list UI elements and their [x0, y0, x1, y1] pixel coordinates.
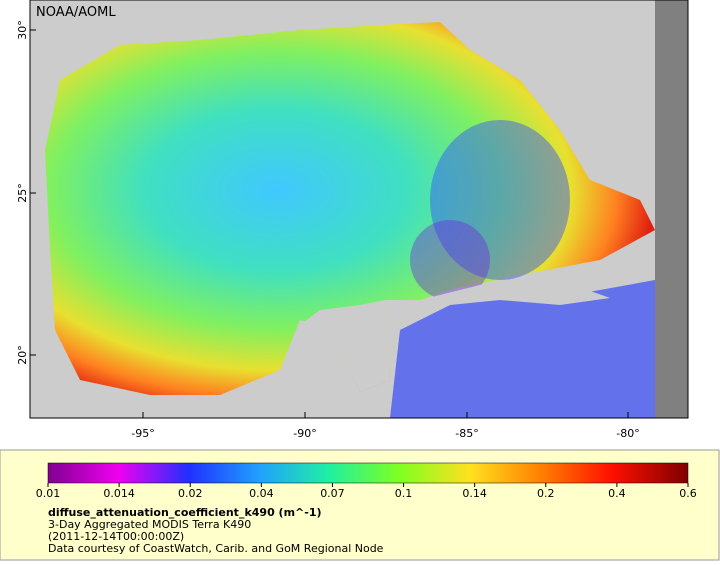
yucatan [300, 300, 390, 392]
lon-label: -85° [455, 427, 478, 440]
legend-variable: diffuse_attenuation_coefficient_k490 (m^… [48, 506, 322, 519]
no-data [655, 0, 688, 418]
cuba [420, 280, 610, 306]
lon-label: -80° [616, 427, 639, 440]
colorbar-label: 0.07 [320, 487, 345, 500]
colorbar-ticks: 0.01 0.014 0.02 0.04 0.07 0.1 0.14 0.2 0.4 0.6 [36, 483, 697, 500]
deep-water [430, 120, 570, 280]
colorbar-label: 0.14 [462, 487, 487, 500]
colorbar-label: 0.04 [249, 487, 274, 500]
colorbar-label: 0.4 [608, 487, 626, 500]
colorbar-label: 0.2 [537, 487, 555, 500]
colorbar-label: 0.6 [679, 487, 697, 500]
watermark: NOAA/AOML [36, 5, 116, 20]
legend-dataset: 3-Day Aggregated MODIS Terra K490 [48, 518, 251, 531]
lat-label: 30° [16, 20, 29, 40]
frame [29, 0, 689, 419]
axes: 30° 25° 20° -95° -90° -85° -80° [16, 20, 640, 440]
lat-label: 25° [16, 183, 29, 203]
lon-label: -95° [131, 427, 154, 440]
gulf-water [45, 22, 655, 395]
colorbar-label: 0.1 [395, 487, 413, 500]
colorbar-label: 0.01 [36, 487, 61, 500]
map: NOAA/AOML [29, 0, 689, 419]
colorbar-label: 0.014 [103, 487, 135, 500]
colorbar [47, 462, 689, 484]
caribbean-water [390, 280, 655, 418]
deep-water [410, 220, 490, 300]
lon-label: -90° [293, 427, 316, 440]
legend-credit: Data courtesy of CoastWatch, Carib. and … [48, 542, 384, 555]
lat-label: 20° [16, 345, 29, 365]
legend-time: (2011-12-14T00:00:00Z) [48, 530, 184, 543]
colorbar-label: 0.02 [178, 487, 203, 500]
